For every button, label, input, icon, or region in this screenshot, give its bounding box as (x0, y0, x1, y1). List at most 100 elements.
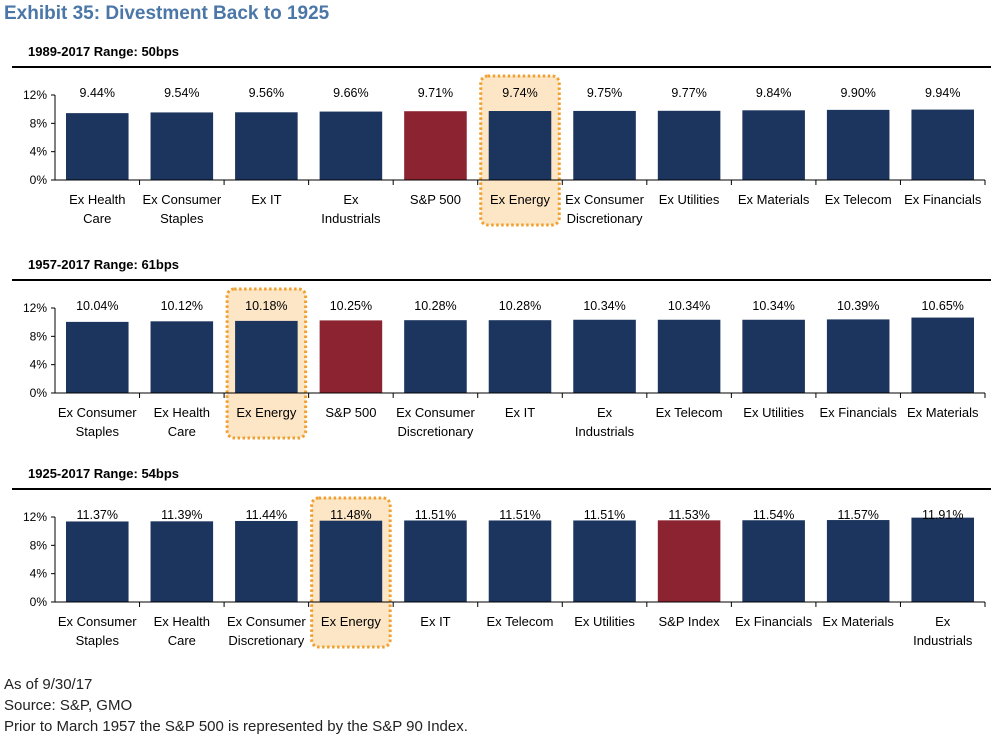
y-tick-label: 8% (30, 116, 48, 130)
category-label-line: Ex Health (154, 614, 210, 629)
bar-chart-svg: 0% 4% 8% 12% 9.44% Ex Health Care 9.54% Ex Consu… (23, 74, 986, 227)
category-label-line: Ex Health (154, 405, 210, 420)
category-label: Ex Health Care (154, 405, 210, 439)
value-label: 11.57% (837, 508, 878, 522)
category-label-line: Ex Consumer (58, 405, 137, 420)
category-label-line: Industrials (321, 211, 381, 226)
category-label-line: Ex Energy (321, 614, 381, 629)
bar (573, 520, 636, 602)
category-label: Ex Health Care (69, 192, 125, 226)
category-label-line: Ex IT (420, 614, 450, 629)
chart-1925-2017: 1925-2017 Range: 54bps 0% 4% 8% 12% 11.37% Ex… (0, 466, 995, 662)
category-label-line: Ex Telecom (487, 614, 554, 629)
category-label: Ex Consumer Staples (142, 192, 221, 226)
category-label-line: Care (168, 633, 196, 648)
category-label: Ex Utilities (574, 614, 635, 629)
bar (657, 520, 721, 602)
value-label: 10.39% (837, 299, 879, 313)
bar (319, 520, 383, 602)
exhibit-title: Exhibit 35: Divestment Back to 1925 (4, 3, 330, 24)
bar (65, 521, 129, 602)
category-label: Ex Energy (490, 192, 550, 207)
category-label: Ex IT (505, 405, 535, 420)
chart-title-rule (12, 488, 991, 490)
category-label: S&P 500 (410, 192, 461, 207)
category-label-line: Ex Materials (822, 614, 894, 629)
bar (911, 517, 975, 602)
y-tick-label: 0% (30, 595, 48, 609)
category-label: Ex Telecom (825, 192, 892, 207)
category-label: Ex Materials (822, 614, 894, 629)
bar (657, 110, 721, 180)
category-label-line: Ex Utilities (659, 192, 720, 207)
category-label: Ex Industrials (913, 614, 973, 648)
category-label: Ex IT (251, 192, 281, 207)
value-label: 9.94% (925, 86, 960, 100)
chart-1989-2017: 1989-2017 Range: 50bps 0% 4% 8% 12% 9.44% Ex … (0, 44, 995, 240)
value-label: 10.28% (499, 299, 541, 313)
bar (573, 319, 636, 393)
chart-title: 1989-2017 Range: 50bps (28, 44, 180, 59)
bar (65, 321, 129, 393)
y-tick-label: 4% (30, 567, 48, 581)
bar (573, 110, 636, 180)
bar (65, 113, 129, 180)
category-label: Ex Financials (735, 614, 813, 629)
bar (150, 521, 214, 602)
category-label: S&P Index (658, 614, 720, 629)
category-label: Ex Materials (738, 192, 810, 207)
value-label: 9.54% (164, 86, 199, 100)
value-label: 11.39% (161, 508, 202, 522)
bar (911, 109, 975, 180)
value-label: 10.34% (752, 299, 794, 313)
category-label-line: Ex Financials (904, 192, 982, 207)
bar (404, 520, 467, 602)
category-label: Ex Consumer Discretionary (565, 192, 644, 226)
footer-notes: As of 9/30/17 Source: S&P, GMO Prior to … (4, 674, 468, 737)
bar (826, 520, 890, 602)
category-label: Ex Financials (904, 192, 982, 207)
bar (742, 520, 805, 602)
value-label: 9.77% (671, 86, 706, 100)
category-label-line: Ex Consumer (227, 614, 306, 629)
category-label: Ex Consumer Staples (58, 405, 137, 439)
footnote: Prior to March 1957 the S&P 500 is repre… (4, 718, 468, 735)
category-label-line: Ex Financials (820, 405, 898, 420)
chart-title: 1925-2017 Range: 54bps (28, 466, 180, 481)
value-label: 10.28% (414, 299, 456, 313)
category-label-line: Ex Telecom (825, 192, 892, 207)
value-label: 9.74% (502, 86, 537, 100)
bar (319, 320, 383, 393)
bar (404, 111, 467, 180)
category-label-line: Ex Utilities (574, 614, 635, 629)
y-tick-label: 4% (30, 358, 48, 372)
category-label: Ex Utilities (743, 405, 804, 420)
category-label: Ex Telecom (487, 614, 554, 629)
category-label-line: Ex (343, 192, 359, 207)
y-tick-label: 12% (23, 301, 47, 315)
value-label: 9.66% (333, 86, 368, 100)
category-label: Ex Energy (321, 614, 381, 629)
value-label: 9.75% (587, 86, 622, 100)
category-label: Ex Telecom (656, 405, 723, 420)
y-tick-label: 12% (23, 88, 47, 102)
category-label: Ex Financials (820, 405, 898, 420)
category-label-line: Ex Materials (738, 192, 810, 207)
category-label-line: Ex Telecom (656, 405, 723, 420)
bar (235, 320, 298, 393)
chart-title: 1957-2017 Range: 61bps (28, 257, 180, 272)
category-label-line: Staples (76, 424, 120, 439)
bar (657, 319, 721, 393)
category-label: Ex Materials (907, 405, 979, 420)
bar (488, 111, 552, 180)
category-label-line: Discretionary (398, 424, 474, 439)
category-label: S&P 500 (325, 405, 376, 420)
value-label: 11.51% (499, 508, 540, 522)
category-label-line: Ex Consumer (142, 192, 221, 207)
bar-chart-svg: 0% 4% 8% 12% 11.37% Ex Consumer Staples 11.39% E… (23, 496, 986, 649)
bar (150, 321, 214, 393)
chart-title-rule (12, 66, 991, 68)
value-label: 10.12% (161, 299, 203, 313)
category-label: Ex Industrials (321, 192, 381, 226)
value-label: 11.54% (753, 508, 794, 522)
